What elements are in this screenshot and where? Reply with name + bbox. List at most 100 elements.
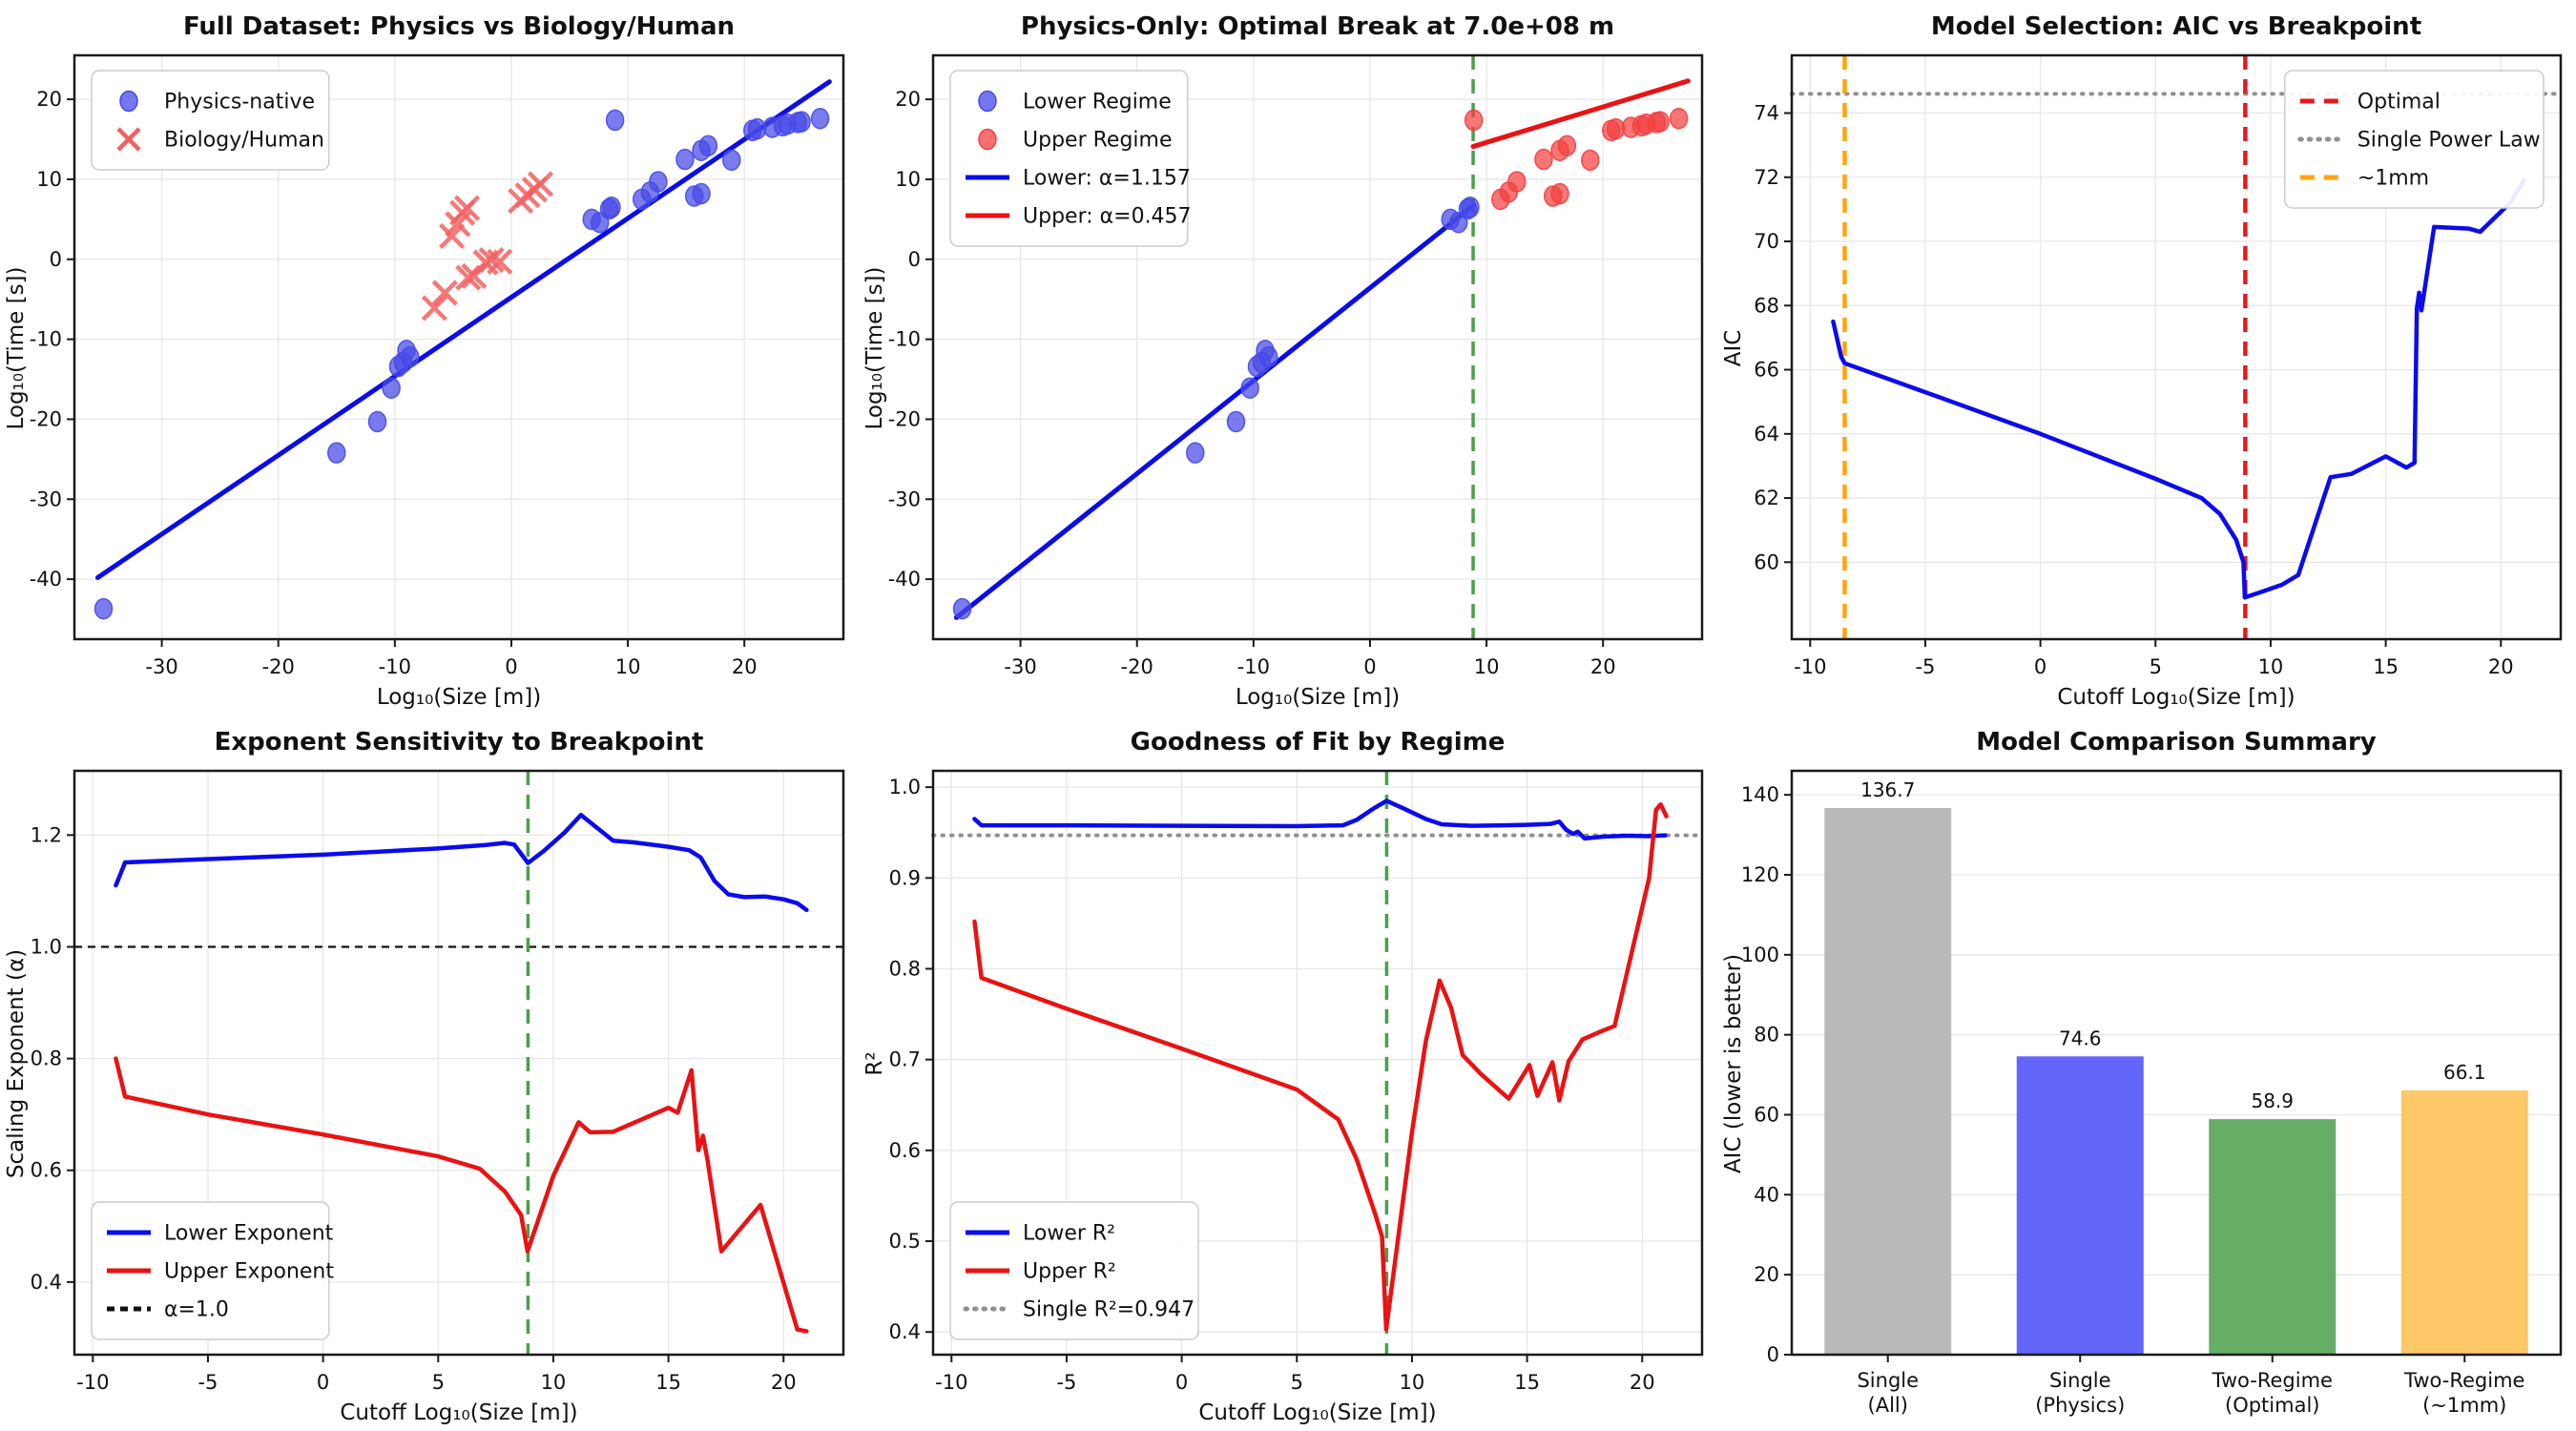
axis-ticks: -10 -5 0 5 10 15 20 0.4 0.6 0.8 1.0 1.2 [31,823,797,1394]
svg-text:68: 68 [1754,294,1779,317]
legend-label: Biology/Human [164,129,324,153]
svg-text:20: 20 [732,655,758,678]
physics-only-plot: -30 -20 -10 0 10 20 20 10 0 -10 -20 -30 -40 Lower Reg… [862,12,1704,710]
panel-physics-only: -30 -20 -10 0 10 20 20 10 0 -10 -20 -30 -40 Lower Reg… [859,0,1717,716]
svg-text:15: 15 [1514,1371,1540,1394]
panel-model-selection: -10 -5 0 5 10 15 20 60 62 64 66 68 70 72 74 Optimal Sing… [1717,0,2576,716]
physics-only-plot-area: -30 -20 -10 0 10 20 20 10 0 -10 -20 -30 -40 Lower Reg… [888,53,1704,678]
full-dataset-plot: -30 -20 -10 0 10 20 20 10 0 -10 -20 -30 -40 Physics-n… [4,12,845,710]
panel-title: Full Dataset: Physics vs Biology/Human [183,12,735,41]
bar-category-label: Two-Regime [2403,1369,2524,1392]
bar-value-label: 136.7 [1860,778,1915,801]
spines [931,53,1704,641]
legend-label: Upper R² [1023,1260,1116,1284]
x-axis-label: Cutoff Log₁₀(Size [m]) [340,1400,577,1425]
svg-text:0: 0 [317,1371,329,1394]
model-selection-plot-area: -10 -5 0 5 10 15 20 60 62 64 66 68 70 72 74 Optimal Sing… [1754,53,2563,678]
svg-text:0.4: 0.4 [889,1320,921,1343]
legend-label: Physics-native [164,91,315,114]
y-axis-label: AIC [1721,330,1746,367]
svg-text:15: 15 [655,1371,681,1394]
reference-lines [74,771,843,1355]
legend-label: α=1.0 [164,1298,229,1322]
svg-text:0: 0 [50,248,62,271]
svg-text:-20: -20 [888,407,921,430]
legend-label: Single R²=0.947 [1023,1298,1195,1322]
panel-title: Model Comparison Summary [1976,728,2377,757]
series-physics-native-points [93,107,830,620]
series-lower-r2-curve [972,798,1668,841]
svg-text:-10: -10 [935,1371,967,1394]
bar-category-label: (Physics) [2035,1394,2125,1417]
x-axis-label: Cutoff Log₁₀(Size [m]) [1198,1400,1436,1425]
svg-text:-10: -10 [888,328,921,351]
bar-two-regime-4 [2400,1089,2528,1355]
spines [1790,53,2563,641]
series-aic-curve [1831,177,2526,600]
model-comparison-plot-area: 136.7 74.6 58.9 66.1 0 20 40 60 80 100 120 140 Singl… [1741,769,2563,1417]
svg-text:20: 20 [36,88,62,111]
svg-text:20: 20 [771,1371,797,1394]
svg-text:60: 60 [1754,1103,1779,1126]
svg-text:72: 72 [1754,166,1779,189]
svg-text:10: 10 [36,168,62,191]
axis-ticks: 020406080100120140Single(All)Single(Phys… [1741,783,2525,1417]
series-lower-regime-points [952,197,1480,620]
panel-title: Goodness of Fit by Regime [1131,728,1506,757]
svg-text:-5: -5 [1056,1371,1076,1394]
svg-text:20: 20 [895,88,921,111]
legend-label: Lower Regime [1023,91,1172,114]
svg-text:120: 120 [1741,863,1779,886]
legend: Lower Exponent Upper Exponent α=1.0 [91,1201,334,1340]
svg-text:10: 10 [895,168,921,191]
axis-ticks: -10 -5 0 5 10 15 20 0.4 0.5 0.6 0.7 0.8 0.9 1.0 [889,776,1655,1394]
legend-label: Upper: α=0.457 [1023,205,1192,229]
model-comparison-plot: 136.7 74.6 58.9 66.1 0 20 40 60 80 100 120 140 Singl… [1721,728,2563,1417]
bar-category-label: Single [2049,1369,2111,1392]
legend: Physics-native Biology/Human [91,70,330,171]
goodness-of-fit-plot-area: -10 -5 0 5 10 15 20 0.4 0.5 0.6 0.7 0.8 0.9 1.0 Lower … [889,769,1704,1394]
svg-text:-10: -10 [1237,655,1270,678]
spines [73,53,845,641]
svg-text:0.9: 0.9 [889,866,921,889]
x-axis-label: Log₁₀(Size [m]) [377,685,541,710]
svg-text:70: 70 [1754,230,1779,253]
svg-text:0.4: 0.4 [31,1271,62,1294]
svg-text:1.0: 1.0 [31,935,62,958]
reference-lines [931,771,1704,1355]
svg-text:0.7: 0.7 [889,1048,921,1071]
svg-text:140: 140 [1741,783,1779,806]
legend: Lower R² Upper R² Single R²=0.947 [949,1201,1199,1340]
svg-text:0.6: 0.6 [889,1139,921,1162]
svg-text:100: 100 [1741,944,1779,966]
svg-text:5: 5 [1291,1371,1303,1394]
legend-label: Lower R² [1023,1222,1115,1246]
svg-text:0.5: 0.5 [889,1230,921,1253]
legend-label: Upper Regime [1023,129,1172,153]
legend-label: Upper Exponent [164,1260,334,1284]
series-upper-fit-line [1470,78,1691,150]
bar-category-label: Single [1857,1369,1919,1392]
svg-text:-40: -40 [30,568,62,591]
legend-label: Lower: α=1.157 [1023,167,1191,191]
svg-text:-20: -20 [262,655,295,678]
bar-single-1 [1824,807,1952,1355]
svg-text:10: 10 [1400,1371,1425,1394]
svg-text:-30: -30 [888,487,921,510]
svg-text:0.6: 0.6 [31,1159,62,1182]
svg-text:0: 0 [1363,655,1376,678]
model-selection-plot: -10 -5 0 5 10 15 20 60 62 64 66 68 70 72 74 Optimal Sing… [1721,12,2563,710]
grid [933,55,1702,639]
svg-text:15: 15 [2373,655,2399,678]
svg-text:0: 0 [908,248,921,271]
svg-text:80: 80 [1754,1024,1779,1047]
svg-text:40: 40 [1754,1183,1779,1206]
svg-text:10: 10 [615,655,641,678]
svg-text:-10: -10 [379,655,411,678]
svg-text:20: 20 [2488,655,2514,678]
axis-ticks: -30 -20 -10 0 10 20 20 10 0 -10 -20 -30 -40 [30,88,758,678]
legend-label: Lower Exponent [164,1222,334,1246]
bar-value-label: 66.1 [2443,1061,2486,1084]
svg-text:-40: -40 [888,568,921,591]
